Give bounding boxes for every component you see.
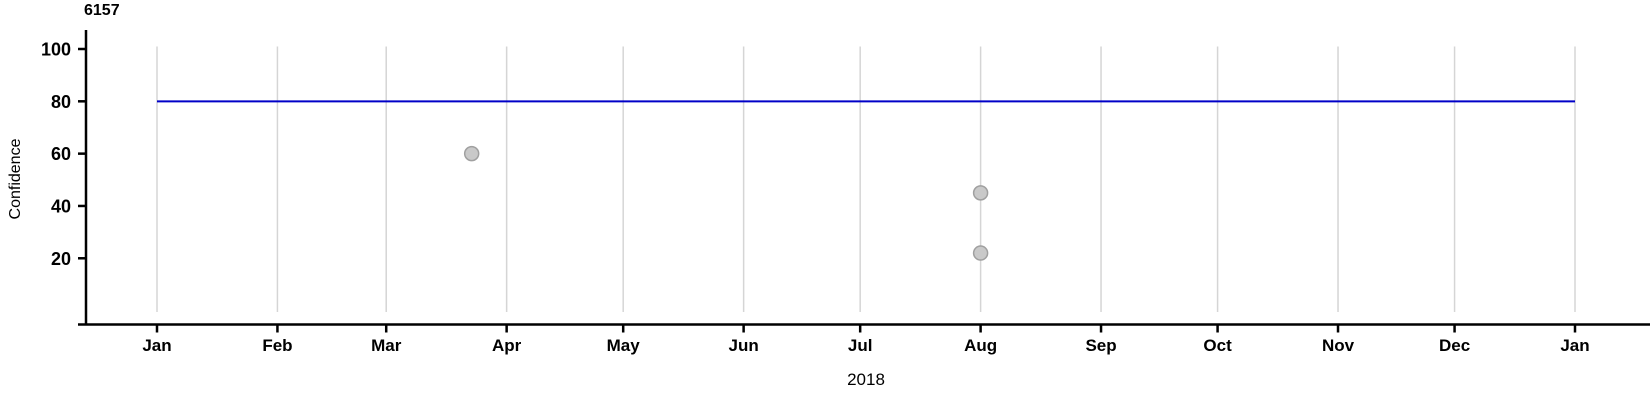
- data-point: [972, 245, 989, 261]
- x-axis-title: 2018: [847, 370, 885, 389]
- chart-title: 6157: [84, 2, 120, 19]
- x-tick-label: Apr: [492, 336, 522, 355]
- y-axis-title: Confidence: [7, 138, 24, 220]
- x-tick-label: Jan: [1560, 336, 1589, 355]
- y-tick-label: 80: [51, 92, 71, 112]
- x-tick-label: Jul: [848, 336, 873, 355]
- x-tick-label: Oct: [1203, 336, 1232, 355]
- x-tick-label: Feb: [262, 336, 292, 355]
- x-tick-label: Jun: [729, 336, 759, 355]
- x-tick-label: May: [607, 336, 641, 355]
- y-tick-label: 100: [41, 40, 71, 60]
- y-tick-label: 40: [51, 196, 71, 216]
- x-tick-label: Sep: [1085, 336, 1116, 355]
- x-tick-label: Jan: [142, 336, 171, 355]
- data-point: [972, 185, 989, 201]
- y-tick-label: 20: [51, 249, 71, 269]
- x-tick-label: Nov: [1322, 336, 1355, 355]
- x-tick-label: Dec: [1439, 336, 1470, 355]
- x-tick-label: Mar: [371, 336, 402, 355]
- y-tick-label: 60: [51, 144, 71, 164]
- x-tick-label: Aug: [964, 336, 997, 355]
- data-point: [463, 145, 480, 162]
